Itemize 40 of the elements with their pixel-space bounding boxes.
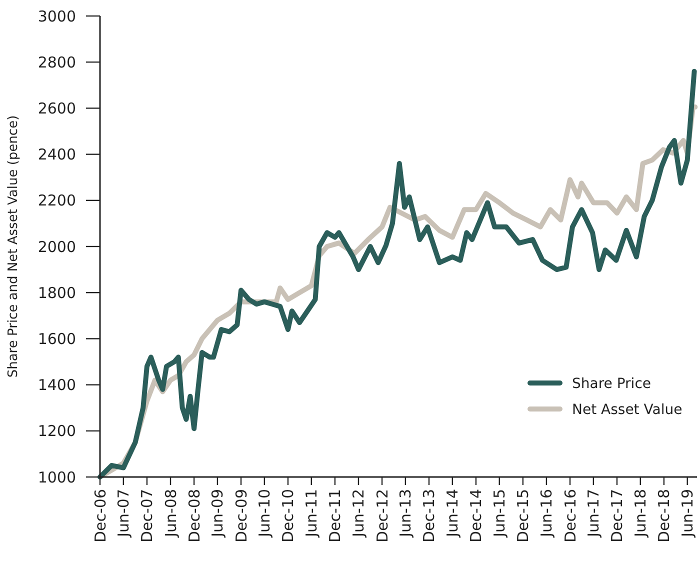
y-tick-label: 2400 [38, 146, 76, 164]
x-tick-label: Dec-08 [185, 489, 204, 543]
x-tick-label: Jun-12 [350, 489, 368, 538]
y-tick-label: 2200 [38, 192, 76, 210]
y-tick-label: 2600 [38, 99, 76, 118]
x-tick-label: Dec-09 [232, 489, 250, 543]
y-tick-label: 2000 [38, 238, 76, 256]
x-tick-label: Dec-13 [420, 489, 438, 543]
x-tick-label: Dec-18 [655, 489, 674, 543]
x-tick-label: Dec-17 [608, 489, 626, 543]
x-tick-label: Jun-17 [584, 489, 603, 538]
legend-label: Net Asset Value [572, 402, 682, 418]
y-tick-label: 3000 [38, 7, 76, 26]
x-tick-label: Jun-13 [396, 489, 415, 538]
x-tick-label: Jun-08 [162, 489, 180, 538]
x-tick-label: Dec-16 [561, 489, 580, 543]
x-tick-label: Dec-06 [91, 489, 110, 543]
x-tick-label: Dec-14 [467, 489, 486, 543]
y-tick-label: 1800 [38, 284, 76, 302]
x-tick-label: Jun-14 [444, 489, 462, 538]
legend-label: Share Price [572, 376, 652, 392]
x-tick-label: Jun-16 [538, 489, 556, 538]
y-tick-label: 1600 [38, 330, 76, 348]
x-tick-label: Jun-19 [678, 489, 697, 538]
x-tick-label: Jun-15 [490, 489, 509, 538]
y-tick-label: 1200 [38, 422, 76, 440]
x-tick-label: Jun-11 [302, 489, 321, 538]
x-tick-label: Jun-10 [256, 489, 274, 538]
y-axis-title: Share Price and Net Asset Value (pence) [6, 115, 21, 378]
x-tick-label: Jun-07 [114, 489, 133, 538]
x-tick-label: Jun-18 [632, 489, 650, 538]
x-tick-label: Jun-09 [208, 489, 227, 538]
x-tick-label: Dec-12 [373, 489, 392, 543]
x-tick-label: Dec-15 [514, 489, 532, 543]
x-tick-label: Dec-07 [138, 489, 156, 543]
y-tick-label: 1400 [38, 376, 76, 394]
x-tick-label: Dec-11 [326, 489, 344, 543]
y-tick-label: 1000 [38, 468, 76, 486]
x-tick-label: Dec-10 [279, 489, 298, 543]
y-tick-label: 2800 [38, 53, 76, 72]
